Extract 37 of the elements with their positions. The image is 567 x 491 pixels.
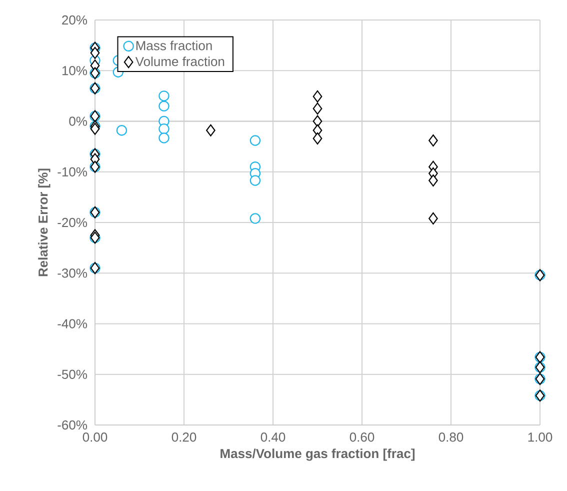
point — [116, 125, 128, 136]
point — [90, 122, 100, 135]
y-tick-label: -50% — [58, 370, 88, 379]
x-tick-label: 0.80 — [438, 432, 464, 442]
y-tick-label: -60% — [58, 420, 88, 430]
point — [250, 175, 261, 186]
point — [250, 213, 261, 224]
x-tick-label: 0.00 — [82, 432, 108, 442]
legend-label: Mass fraction — [136, 40, 212, 50]
point — [312, 102, 322, 115]
point — [206, 124, 216, 136]
y-tick-label: -30% — [58, 268, 88, 278]
x-tick-label: 0.60 — [350, 432, 374, 442]
x-axis-title: Mass/Volume gas fraction [frac] — [220, 448, 415, 461]
y-tick-label: 10% — [62, 66, 88, 76]
point — [90, 46, 100, 59]
point — [428, 134, 438, 147]
x-tick-label: 0.40 — [260, 432, 286, 442]
point — [158, 132, 170, 144]
point — [428, 174, 438, 187]
point — [158, 124, 170, 134]
y-tick-label: -40% — [58, 319, 88, 328]
point — [312, 90, 322, 102]
legend-label: Volume fraction — [135, 56, 224, 66]
x-tick-label: 0.20 — [172, 432, 196, 442]
y-tick-label: -20% — [58, 218, 88, 228]
point — [428, 212, 438, 224]
point — [158, 100, 170, 112]
point — [312, 115, 322, 128]
y-tick-label: 20% — [62, 15, 88, 25]
y-tick-label: -10% — [58, 167, 88, 176]
x-tick-label: 1.00 — [528, 432, 552, 442]
point — [250, 135, 261, 146]
y-tick-label: 0% — [69, 116, 88, 126]
point — [158, 90, 170, 102]
y-axis-title: Relative Error [%] — [38, 168, 50, 276]
point — [312, 132, 322, 145]
